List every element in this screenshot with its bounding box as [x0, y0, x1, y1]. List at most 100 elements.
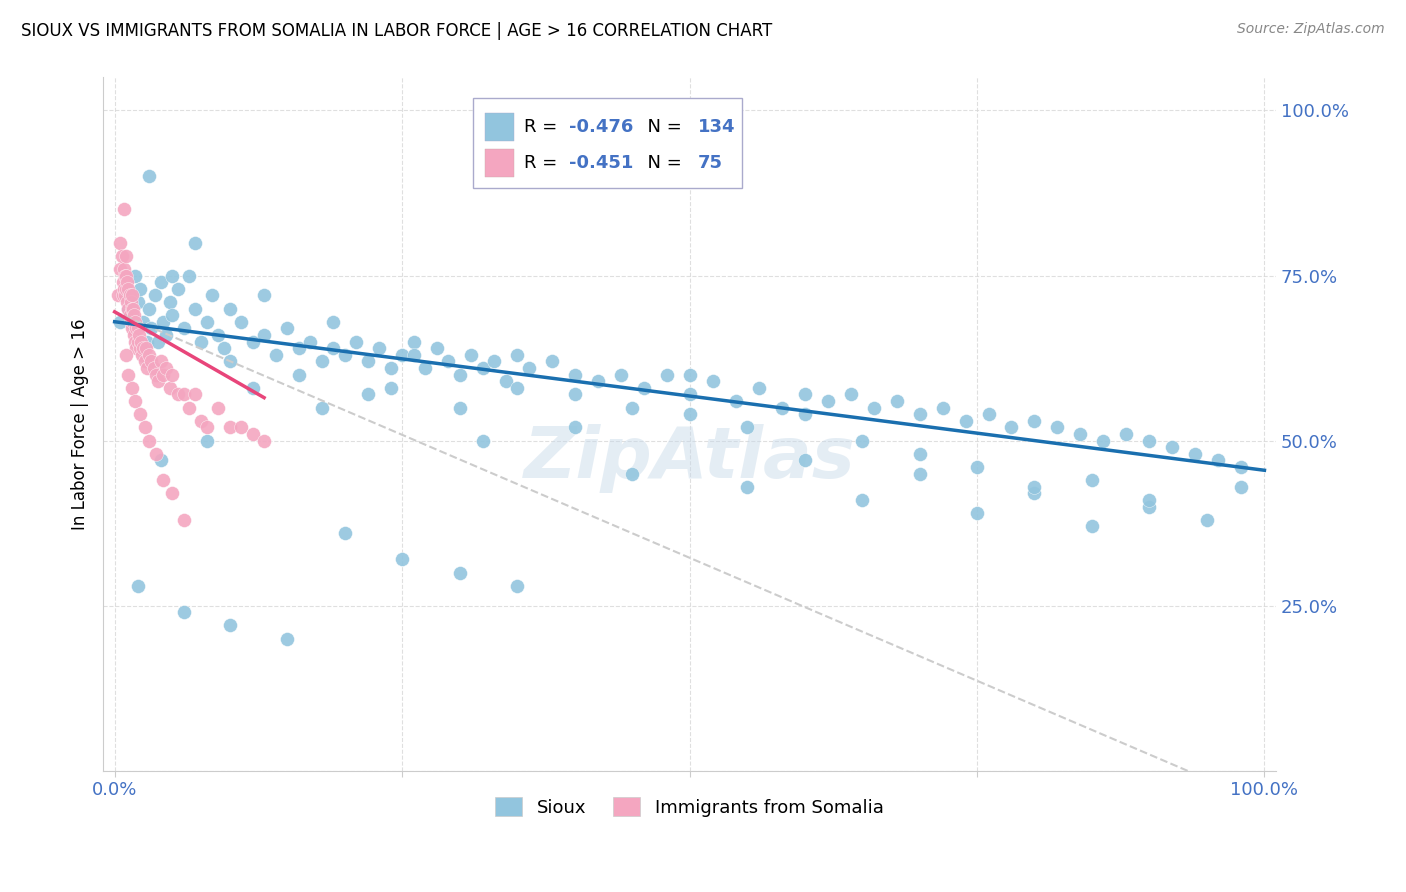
Text: R =: R =: [524, 118, 564, 136]
Point: [117, 275, 139, 289]
Point: [506, 381, 529, 395]
Point: [356, 387, 378, 401]
Point: [115, 348, 138, 362]
Point: [110, 261, 132, 276]
Point: [195, 315, 218, 329]
Point: [564, 420, 586, 434]
Point: [207, 401, 229, 415]
Point: [112, 282, 135, 296]
Point: [160, 486, 183, 500]
Point: [460, 348, 482, 362]
Point: [344, 334, 367, 349]
Point: [218, 420, 240, 434]
Point: [173, 513, 195, 527]
Point: [1092, 434, 1115, 448]
Point: [121, 321, 143, 335]
Point: [482, 354, 505, 368]
Point: [402, 348, 425, 362]
Legend: Sioux, Immigrants from Somalia: Sioux, Immigrants from Somalia: [488, 790, 891, 824]
Point: [195, 434, 218, 448]
Point: [107, 288, 129, 302]
Point: [908, 467, 931, 481]
Point: [437, 354, 460, 368]
Point: [1230, 480, 1253, 494]
Text: 75: 75: [697, 154, 723, 172]
Text: Source: ZipAtlas.com: Source: ZipAtlas.com: [1237, 22, 1385, 37]
Point: [380, 381, 402, 395]
Point: [886, 394, 908, 409]
Text: N =: N =: [636, 118, 688, 136]
FancyBboxPatch shape: [485, 113, 513, 141]
Point: [1230, 460, 1253, 475]
Point: [1139, 434, 1161, 448]
Point: [242, 334, 264, 349]
Point: [506, 579, 529, 593]
Point: [311, 401, 333, 415]
Point: [159, 294, 181, 309]
Point: [117, 301, 139, 316]
Point: [155, 360, 177, 375]
Point: [122, 327, 145, 342]
Point: [121, 381, 143, 395]
Point: [127, 579, 149, 593]
Point: [125, 341, 148, 355]
Point: [149, 354, 172, 368]
Point: [117, 301, 139, 316]
Point: [322, 315, 344, 329]
Point: [449, 566, 471, 580]
Point: [179, 268, 201, 283]
Point: [1184, 447, 1206, 461]
Point: [495, 374, 517, 388]
Point: [793, 453, 815, 467]
Point: [678, 368, 700, 382]
Point: [127, 334, 149, 349]
Point: [966, 506, 988, 520]
Point: [449, 368, 471, 382]
Point: [218, 618, 240, 632]
Point: [145, 368, 167, 382]
Point: [112, 288, 135, 302]
Text: SIOUX VS IMMIGRANTS FROM SOMALIA IN LABOR FORCE | AGE > 16 CORRELATION CHART: SIOUX VS IMMIGRANTS FROM SOMALIA IN LABO…: [21, 22, 772, 40]
Point: [131, 348, 153, 362]
Text: 134: 134: [697, 118, 735, 136]
Point: [299, 334, 322, 349]
Point: [124, 268, 146, 283]
Point: [380, 360, 402, 375]
Point: [311, 354, 333, 368]
Point: [1081, 519, 1104, 533]
Point: [127, 321, 149, 335]
Point: [229, 315, 252, 329]
Point: [276, 321, 298, 335]
Point: [115, 249, 138, 263]
Point: [333, 348, 356, 362]
Point: [276, 632, 298, 646]
Point: [817, 394, 839, 409]
Point: [471, 434, 494, 448]
Point: [160, 268, 183, 283]
Point: [955, 414, 977, 428]
Point: [322, 341, 344, 355]
Point: [851, 493, 873, 508]
Point: [702, 374, 724, 388]
Point: [149, 453, 172, 467]
Point: [129, 282, 152, 296]
Point: [159, 381, 181, 395]
Point: [212, 341, 235, 355]
Point: [621, 401, 644, 415]
Point: [138, 348, 160, 362]
Point: [724, 394, 747, 409]
Point: [117, 282, 139, 296]
Point: [138, 434, 160, 448]
Point: [115, 282, 138, 296]
Point: [124, 334, 146, 349]
Text: N =: N =: [636, 154, 688, 172]
Point: [195, 420, 218, 434]
Point: [564, 387, 586, 401]
Point: [242, 381, 264, 395]
Point: [138, 169, 160, 184]
Point: [735, 480, 758, 494]
Point: [179, 401, 201, 415]
Point: [586, 374, 609, 388]
Point: [129, 334, 152, 349]
Point: [977, 407, 1000, 421]
